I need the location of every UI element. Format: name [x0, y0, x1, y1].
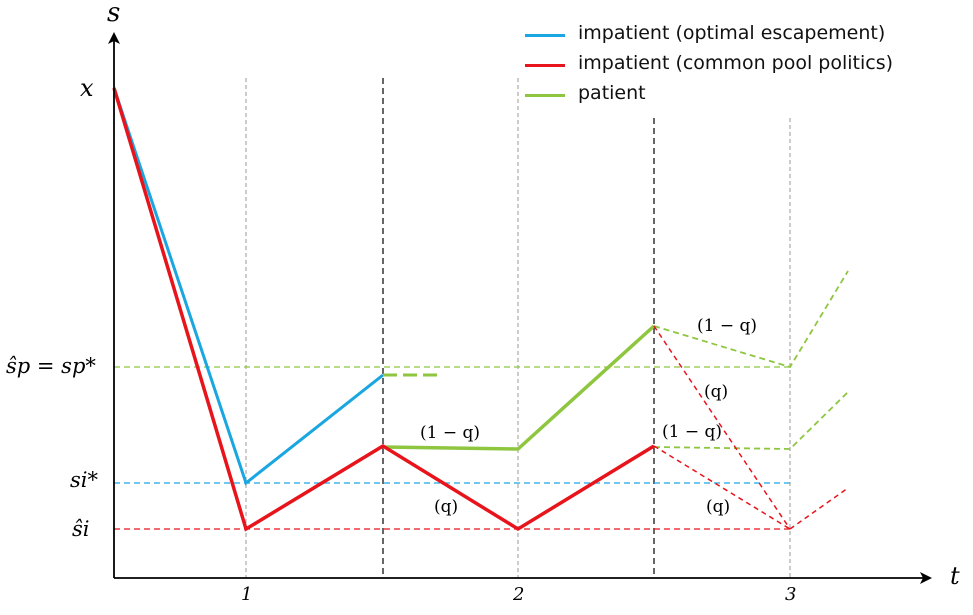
legend-swatch-green [525, 94, 565, 97]
common-pool-path [112, 87, 655, 532]
y-mark-x: x [80, 74, 94, 102]
y-mark-s-i-star: si* [70, 468, 98, 492]
y-axis-label: s [107, 0, 121, 28]
x-axis-label: t [950, 562, 960, 590]
y-mark-s-p: ŝp = sp* [6, 354, 96, 378]
common-pool-branch-from-high [653, 325, 791, 530]
patient-branch-high [653, 270, 849, 369]
branch-label-one-minus-q: (1 − q) [662, 422, 723, 442]
patient-path-segment-1 [382, 324, 656, 451]
branch-label-q: (q) [434, 497, 459, 517]
x-tick-label: 3 [785, 584, 797, 605]
legend-swatch-red [525, 64, 565, 67]
branch-label-one-minus-q: (1 − q) [697, 316, 758, 336]
optimal-escapement-path [112, 87, 384, 486]
patient-branch-mid [653, 391, 849, 450]
branch-label-q: (q) [704, 382, 729, 402]
x-tick-label: 1 [241, 584, 253, 605]
legend-label: impatient (optimal escapement) [578, 22, 886, 44]
branch-label-one-minus-q: (1 − q) [420, 423, 481, 443]
x-tick-label: 2 [513, 584, 525, 605]
legend-label: patient [578, 82, 646, 104]
legend-swatch-blue [525, 34, 565, 37]
legend-label: impatient (common pool politics) [578, 52, 894, 74]
common-pool-branch-rise [789, 487, 849, 530]
y-mark-s-i-hat: ŝi [72, 517, 90, 541]
branch-label-q: (q) [706, 497, 731, 517]
